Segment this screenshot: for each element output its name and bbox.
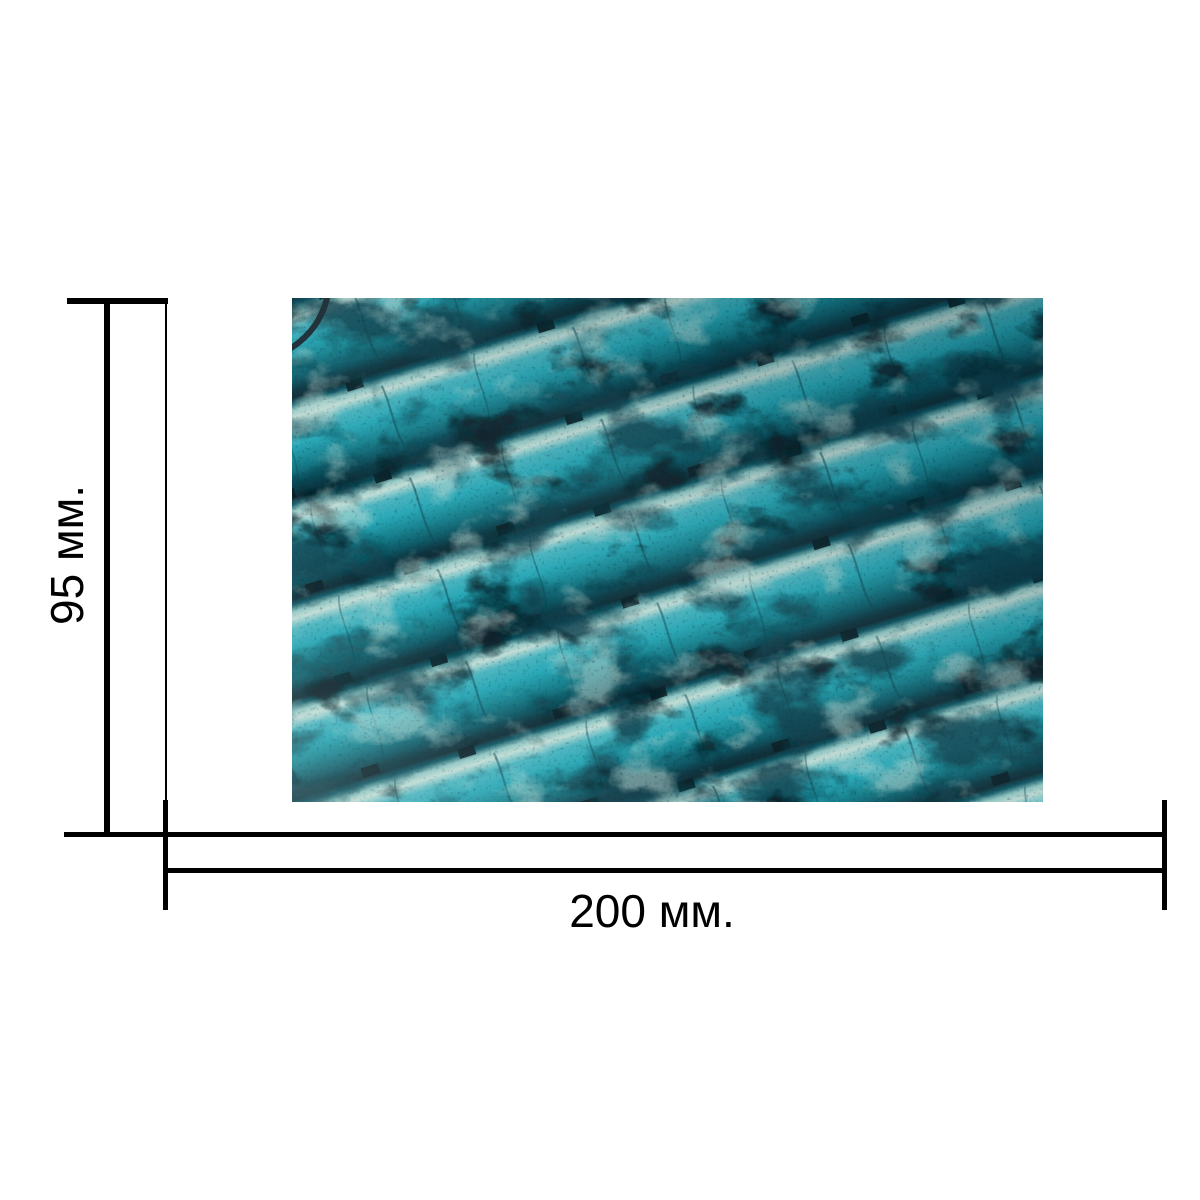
- width-dimension-line: [164, 868, 1167, 873]
- height-dimension-top-cap: [67, 298, 168, 304]
- product-photo: [292, 298, 1043, 802]
- width-dimension-left-cap: [163, 800, 168, 910]
- width-dimension-right-cap: [1162, 800, 1167, 910]
- height-dimension-line: [104, 298, 110, 837]
- cable-graphic: [292, 298, 331, 351]
- corrugated-texture-graphic: [292, 298, 1043, 802]
- left-extension-line: [165, 302, 167, 804]
- width-dimension-label: 200 мм.: [569, 885, 735, 937]
- bottom-baseline: [64, 832, 1167, 837]
- height-dimension-label: 95 мм.: [41, 485, 93, 625]
